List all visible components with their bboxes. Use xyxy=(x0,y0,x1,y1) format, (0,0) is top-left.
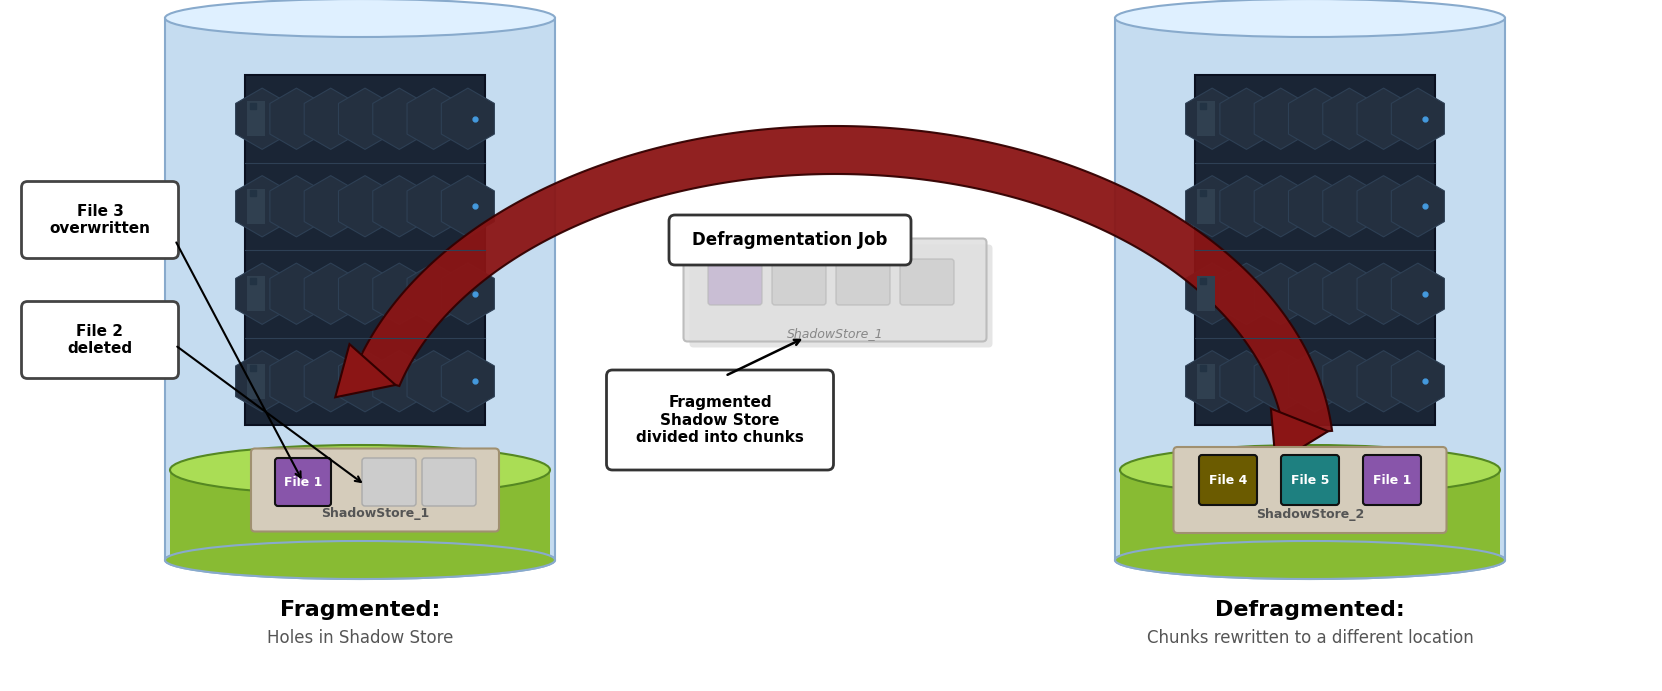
FancyBboxPatch shape xyxy=(901,259,954,305)
Text: Fragmented:: Fragmented: xyxy=(279,600,440,620)
FancyBboxPatch shape xyxy=(1198,455,1256,505)
FancyBboxPatch shape xyxy=(773,259,826,305)
FancyBboxPatch shape xyxy=(670,215,911,265)
Ellipse shape xyxy=(165,0,555,37)
Text: File 3
overwritten: File 3 overwritten xyxy=(50,204,151,236)
FancyBboxPatch shape xyxy=(1281,455,1340,505)
FancyBboxPatch shape xyxy=(248,363,264,399)
FancyBboxPatch shape xyxy=(248,189,264,224)
Text: ShadowStore_1: ShadowStore_1 xyxy=(786,328,883,341)
Text: Fragmented
Shadow Store
divided into chunks: Fragmented Shadow Store divided into chu… xyxy=(637,395,804,445)
FancyBboxPatch shape xyxy=(248,102,264,136)
Ellipse shape xyxy=(165,541,555,579)
Text: File 1: File 1 xyxy=(1373,473,1411,486)
FancyBboxPatch shape xyxy=(362,458,416,506)
FancyBboxPatch shape xyxy=(1195,75,1434,425)
Text: ShadowStore_2: ShadowStore_2 xyxy=(1256,508,1365,521)
FancyBboxPatch shape xyxy=(422,458,475,506)
Text: ShadowStore_1: ShadowStore_1 xyxy=(321,507,429,520)
FancyBboxPatch shape xyxy=(251,448,499,531)
FancyBboxPatch shape xyxy=(690,245,992,348)
FancyBboxPatch shape xyxy=(708,259,761,305)
FancyBboxPatch shape xyxy=(1197,363,1215,399)
Text: Defragmentation Job: Defragmentation Job xyxy=(693,231,888,249)
FancyBboxPatch shape xyxy=(1197,189,1215,224)
Ellipse shape xyxy=(170,445,550,495)
FancyBboxPatch shape xyxy=(170,470,550,560)
Ellipse shape xyxy=(165,541,555,579)
FancyBboxPatch shape xyxy=(607,370,834,470)
FancyBboxPatch shape xyxy=(1197,102,1215,136)
FancyBboxPatch shape xyxy=(1115,18,1506,560)
FancyBboxPatch shape xyxy=(836,259,889,305)
FancyBboxPatch shape xyxy=(244,75,485,425)
Polygon shape xyxy=(336,344,396,397)
Text: Chunks rewritten to a different location: Chunks rewritten to a different location xyxy=(1147,629,1474,647)
Text: File 2
deleted: File 2 deleted xyxy=(68,324,133,356)
Text: File 4: File 4 xyxy=(1208,473,1246,486)
FancyBboxPatch shape xyxy=(248,276,264,311)
FancyBboxPatch shape xyxy=(683,238,987,341)
Ellipse shape xyxy=(1120,445,1501,495)
Text: Holes in Shadow Store: Holes in Shadow Store xyxy=(268,629,454,647)
FancyBboxPatch shape xyxy=(1363,455,1421,505)
FancyBboxPatch shape xyxy=(165,18,555,560)
Text: File 1: File 1 xyxy=(284,475,322,489)
FancyBboxPatch shape xyxy=(274,458,331,506)
FancyBboxPatch shape xyxy=(1120,470,1501,560)
FancyBboxPatch shape xyxy=(22,301,178,379)
Text: File 5: File 5 xyxy=(1291,473,1330,486)
Ellipse shape xyxy=(1115,541,1506,579)
Polygon shape xyxy=(1271,408,1328,464)
Ellipse shape xyxy=(1115,0,1506,37)
Ellipse shape xyxy=(1115,541,1506,579)
FancyBboxPatch shape xyxy=(1173,447,1446,533)
FancyBboxPatch shape xyxy=(1197,276,1215,311)
Text: Defragmented:: Defragmented: xyxy=(1215,600,1404,620)
FancyBboxPatch shape xyxy=(22,182,178,258)
Polygon shape xyxy=(352,126,1333,435)
